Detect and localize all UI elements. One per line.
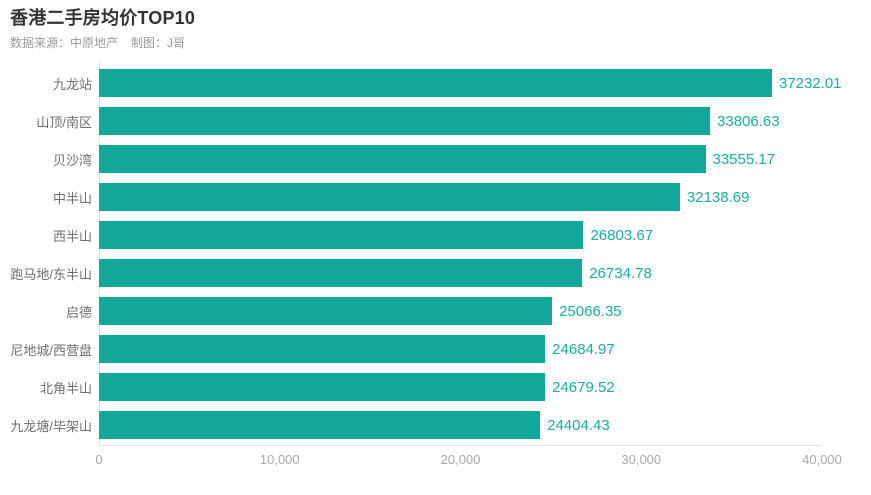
category-label: 中半山 <box>52 190 92 206</box>
value-label: 37232.01 <box>778 74 842 92</box>
bar <box>99 259 583 287</box>
bar-track: 32138.69 <box>99 183 822 211</box>
bar-row: 北角半山 24679.52 <box>0 368 871 406</box>
chart-header: 香港二手房均价TOP10 数据来源：中原地产 制图：J哥 <box>10 7 195 50</box>
bar-row: 跑马地/东半山 26734.78 <box>0 254 871 292</box>
bar-row: 九龙站 37232.01 <box>0 64 871 102</box>
value-label: 33555.17 <box>712 150 776 168</box>
bar-row: 尼地城/西营盘 24684.97 <box>0 330 871 368</box>
chart-subtitle: 数据来源：中原地产 制图：J哥 <box>10 36 195 50</box>
x-axis-tick-label: 10,000 <box>259 452 300 467</box>
x-axis-tick-label: 40,000 <box>802 452 842 467</box>
y-axis-line <box>99 62 100 446</box>
bar <box>99 69 772 97</box>
value-label: 24679.52 <box>552 378 615 396</box>
bar <box>99 373 546 401</box>
x-axis-tick-label: 30,000 <box>621 452 662 467</box>
bar-track: 24684.97 <box>99 335 822 363</box>
bar-row: 山顶/南区 33806.63 <box>0 102 871 140</box>
chart-title: 香港二手房均价TOP10 <box>10 8 196 28</box>
category-label: 九龙塘/毕架山 <box>10 418 92 434</box>
bar-row: 贝沙湾 33555.17 <box>0 140 871 178</box>
x-axis-tick-label: 20,000 <box>440 452 481 467</box>
category-label: 九龙站 <box>52 76 92 92</box>
value-label: 33806.63 <box>717 112 780 130</box>
bar <box>99 183 680 211</box>
bar <box>99 107 711 135</box>
category-label: 启德 <box>65 304 92 320</box>
bar <box>99 221 584 249</box>
x-axis-tick-label: 0 <box>95 452 103 467</box>
bar-row: 中半山 32138.69 <box>0 178 871 216</box>
category-label: 跑马地/东半山 <box>10 266 92 282</box>
value-label: 26734.78 <box>589 264 652 282</box>
bar-row: 启德 25066.35 <box>0 292 871 330</box>
category-label: 北角半山 <box>39 380 92 396</box>
category-label: 贝沙湾 <box>52 152 92 168</box>
bar <box>99 297 553 325</box>
bar-track: 37232.01 <box>99 69 842 97</box>
bar <box>99 335 546 363</box>
bar-track: 25066.35 <box>99 297 822 325</box>
x-axis-tick-labels: 0 10,000 20,000 30,000 40,000 <box>95 452 842 470</box>
value-label: 26803.67 <box>590 226 654 244</box>
value-label: 25066.35 <box>559 302 622 320</box>
credit-label: 制图：J哥 <box>131 36 186 50</box>
category-label: 尼地城/西营盘 <box>10 342 92 358</box>
data-source-label: 数据来源：中原地产 <box>10 36 119 50</box>
x-axis-line <box>99 445 822 446</box>
bar-track: 26734.78 <box>99 259 822 287</box>
bar-track: 33555.17 <box>99 145 822 173</box>
bar-track: 33806.63 <box>99 107 822 135</box>
value-label: 24404.43 <box>547 416 610 434</box>
bar-track: 26803.67 <box>99 221 822 249</box>
bar-track: 24679.52 <box>99 373 822 401</box>
value-label: 32138.69 <box>686 188 750 206</box>
bar-row: 西半山 26803.67 <box>0 216 871 254</box>
bar-rows: 九龙站 37232.01 山顶/南区 33806.63 贝沙湾 33555.17 中半山 32… <box>0 64 871 444</box>
bar <box>99 145 706 173</box>
bar-track: 24404.43 <box>99 411 822 439</box>
category-label: 西半山 <box>52 228 92 244</box>
bar-row: 九龙塘/毕架山 24404.43 <box>0 406 871 444</box>
category-label: 山顶/南区 <box>36 114 92 130</box>
value-label: 24684.97 <box>552 340 615 358</box>
bar <box>99 411 541 439</box>
